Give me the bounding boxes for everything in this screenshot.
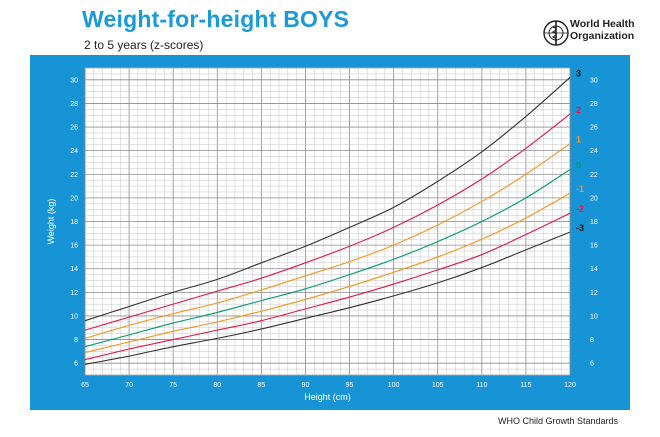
y-tick-label-left: 28	[70, 101, 78, 108]
y-tick-label-right: 22	[590, 172, 598, 179]
y-tick-label-right: 26	[590, 125, 598, 132]
chart-subtitle: 2 to 5 years (z-scores)	[84, 38, 204, 52]
series-line-z3	[84, 77, 571, 322]
footer-source: WHO Child Growth Standards	[497, 416, 618, 426]
y-tick-label-right: 18	[590, 219, 598, 226]
y-tick-label-left: 16	[70, 243, 78, 250]
y-tick-label-right: 10	[590, 313, 598, 320]
who-emblem-icon	[543, 20, 569, 46]
y-tick-label-right: 8	[590, 337, 594, 344]
x-tick-label: 95	[346, 382, 354, 389]
x-tick-label: 65	[81, 382, 89, 389]
y-tick-label-left: 30	[70, 77, 78, 84]
series-label-z-1: -1	[576, 184, 584, 194]
series-label-z3: 3	[576, 68, 581, 78]
y-tick-label-left: 24	[70, 148, 78, 155]
x-axis-label: Height (cm)	[304, 392, 351, 402]
y-tick-label-left: 26	[70, 125, 78, 132]
x-tick-label: 70	[125, 382, 133, 389]
chart-title: Weight-for-height BOYS	[82, 6, 350, 32]
y-tick-label-left: 8	[74, 337, 78, 344]
y-tick-label-left: 12	[70, 290, 78, 297]
x-tick-label: 110	[476, 382, 487, 389]
series-label-z-3: -3	[576, 223, 584, 233]
series-label-z2: 2	[576, 105, 581, 115]
y-axis-label: Weight (kg)	[46, 199, 56, 245]
x-tick-label: 90	[302, 382, 310, 389]
x-tick-label: 120	[564, 382, 576, 389]
y-tick-label-right: 14	[590, 266, 598, 273]
organization-name-line1: World Health	[570, 18, 635, 30]
y-tick-label-left: 14	[70, 266, 78, 273]
series-label-z-2: -2	[576, 204, 584, 214]
organization-name: World Health Organization	[570, 18, 635, 42]
y-tick-label-left: 22	[70, 172, 78, 179]
y-tick-label-right: 12	[590, 290, 598, 297]
series-label-z1: 1	[576, 135, 581, 145]
y-tick-label-left: 20	[70, 195, 78, 202]
series-label-z0: 0	[576, 161, 581, 171]
y-tick-label-right: 20	[590, 195, 598, 202]
organization-name-line2: Organization	[570, 30, 635, 42]
x-tick-label: 100	[388, 382, 400, 389]
series-line-z-2	[84, 212, 571, 361]
series-line-z0	[84, 169, 571, 348]
y-tick-label-right: 30	[590, 77, 598, 84]
series-line-z2	[84, 113, 571, 331]
y-tick-label-right: 16	[590, 243, 598, 250]
y-tick-label-left: 6	[74, 361, 78, 368]
y-tick-label-right: 28	[590, 101, 598, 108]
series-line-z-1	[84, 192, 571, 354]
x-tick-label: 85	[257, 382, 265, 389]
chart-panel: 65 70 75 80 85 90 95 100 105 110 115 120 6 6 8 8 10 10 12 1…	[30, 55, 630, 410]
y-tick-label-left: 10	[70, 313, 78, 320]
x-tick-label: 115	[520, 382, 531, 389]
y-tick-label-right: 24	[590, 148, 598, 155]
series-line-z-3	[84, 231, 571, 365]
y-tick-label-left: 18	[70, 219, 78, 226]
series-line-z1	[84, 143, 571, 339]
x-tick-label: 75	[169, 382, 177, 389]
y-tick-label-right: 6	[590, 361, 594, 368]
x-tick-label: 105	[432, 382, 444, 389]
x-tick-label: 80	[213, 382, 221, 389]
